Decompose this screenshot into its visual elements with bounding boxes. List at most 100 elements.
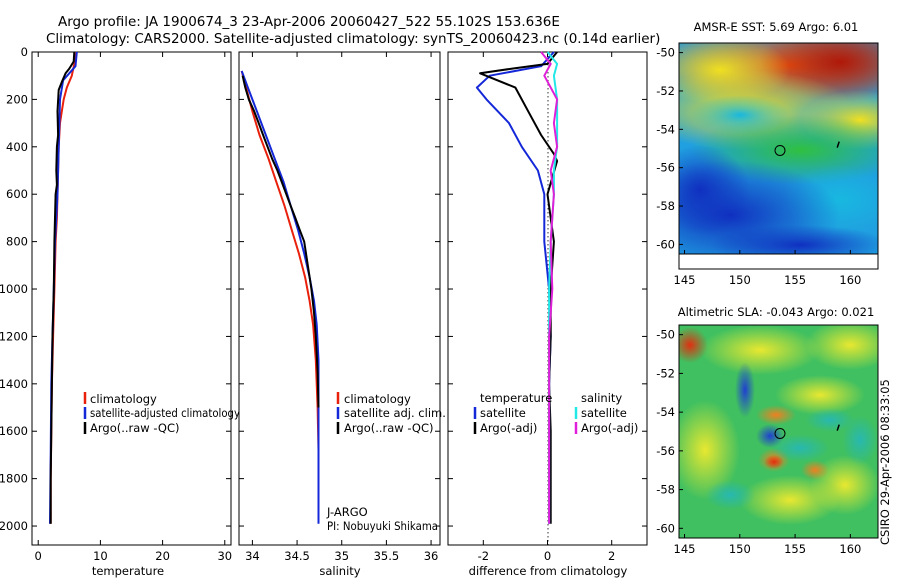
legend-satellite-label: satellite-adjusted climatology xyxy=(90,406,240,420)
map-x-tick-label: 160 xyxy=(839,273,861,287)
difference-axes-box xyxy=(447,51,648,546)
map-y-tick-label: -58 xyxy=(656,199,675,213)
map-y-tick-label: -54 xyxy=(656,122,675,136)
sla-map-title: Altimetric SLA: -0.043 Argo: 0.021 xyxy=(678,305,875,319)
profile-location-marker xyxy=(774,427,786,439)
temperature-axis-label: temperature xyxy=(92,564,164,578)
legend-climatology-label: climatology xyxy=(344,392,411,406)
x-tick-label: 34 xyxy=(245,549,260,563)
temperature-series xyxy=(49,51,78,524)
x-tick-label: 34.5 xyxy=(284,549,310,563)
salinity-axis-label: salinity xyxy=(319,564,360,578)
difference-ticks: -2 0 2 xyxy=(448,51,647,563)
side-timestamp: CSIRO 29-Apr-2006 08:33:05 xyxy=(878,379,892,545)
temperature-panel: 0 10 20 30 0 200 400 600 800 1000 1200 1400 1600 1800… xyxy=(0,45,240,578)
sla-map-panel: Altimetric SLA: -0.043 Argo: 0.021 145 15… xyxy=(656,305,879,556)
x-tick-label: 20 xyxy=(155,549,170,563)
x-tick-label: 35.5 xyxy=(374,549,400,563)
x-tick-label: -2 xyxy=(478,549,489,563)
temperature-axes-box xyxy=(31,51,232,546)
sst-map-ticks: 145 150 155 160 -50 -52 -54 -56 -58 -60 xyxy=(656,46,861,287)
x-tick-label: 30 xyxy=(217,549,232,563)
series-salinity-satellite-line xyxy=(546,51,559,524)
legend-satellite-label: satellite adj. clim. xyxy=(344,406,446,420)
figure-title-line-1: Argo profile: JA 1900674_3 23-Apr-2006 2… xyxy=(58,14,560,30)
difference-axis-label: difference from climatology xyxy=(469,564,628,578)
legend-temp-argo-label: Argo(-adj) xyxy=(480,421,537,435)
sla-map-ticks: 145 150 155 160 -50 -52 -54 -56 -58 -60 xyxy=(656,328,861,556)
map-x-tick-label: 150 xyxy=(729,273,751,287)
map-x-tick-label: 155 xyxy=(784,542,806,556)
map-y-tick-label: -60 xyxy=(656,521,675,535)
y-tick-label: 800 xyxy=(6,235,28,249)
salinity-axes-box xyxy=(238,51,441,546)
sst-heatmap xyxy=(679,43,878,254)
y-tick-label: 2000 xyxy=(0,519,28,533)
y-tick-label: 200 xyxy=(6,92,28,106)
y-tick-label: 1800 xyxy=(0,472,28,486)
sst-map-panel: AMSR-E SST: 5.69 Argo: 6.01 145 150 155 160… xyxy=(656,20,879,287)
series-salinity-argo-adj-line xyxy=(540,51,559,524)
map-y-tick-label: -56 xyxy=(656,444,675,458)
y-tick-label: 400 xyxy=(6,140,28,154)
x-tick-label: 0 xyxy=(35,549,42,563)
sla-map-frame xyxy=(678,324,879,539)
series-climatology-line xyxy=(240,70,320,451)
figure-title-line-2: Climatology: CARS2000. Satellite-adjuste… xyxy=(46,31,660,47)
float-track-marker xyxy=(836,424,840,431)
map-x-tick-label: 145 xyxy=(674,273,696,287)
sst-map-markers xyxy=(774,141,840,156)
sst-map-land-strip xyxy=(678,253,879,270)
legend-temp-satellite-label: satellite xyxy=(480,406,526,420)
sla-map-markers xyxy=(774,424,840,439)
x-tick-label: 2 xyxy=(608,549,615,563)
legend-sal-argo-label: Argo(-adj) xyxy=(581,421,638,435)
y-tick-label: 1400 xyxy=(0,377,28,391)
series-argo-raw-qc-line xyxy=(241,75,320,408)
legend-salinity-heading: salinity xyxy=(581,391,622,405)
legend-argo-label: Argo(..raw -QC) xyxy=(90,421,180,435)
difference-series xyxy=(475,51,559,524)
map-y-tick-label: -58 xyxy=(656,483,675,497)
legend-sal-satellite-label: satellite xyxy=(581,406,627,420)
map-x-tick-label: 155 xyxy=(784,273,806,287)
map-y-tick-label: -60 xyxy=(656,237,675,251)
legend-climatology-label: climatology xyxy=(90,392,157,406)
salinity-panel: 34 34.5 35 35.5 36 salinity climatology sate… xyxy=(238,51,446,578)
salinity-legend: climatology satellite adj. clim. Argo(..… xyxy=(336,392,446,435)
map-y-tick-label: -52 xyxy=(656,84,675,98)
map-y-tick-label: -50 xyxy=(656,46,675,60)
map-y-tick-label: -50 xyxy=(656,328,675,342)
salinity-ticks: 34 34.5 35 35.5 36 xyxy=(239,51,440,563)
x-tick-label: 10 xyxy=(93,549,108,563)
map-y-tick-label: -56 xyxy=(656,161,675,175)
map-x-tick-label: 160 xyxy=(839,542,861,556)
temperature-ticks: 0 10 20 30 0 200 400 600 800 1000 1200 1400 1600 1800… xyxy=(0,45,232,563)
x-tick-label: 36 xyxy=(424,549,439,563)
series-satellite-adj-clim-line xyxy=(240,70,320,524)
map-y-tick-label: -52 xyxy=(656,366,675,380)
map-x-tick-label: 150 xyxy=(729,542,751,556)
sst-map-title: AMSR-E SST: 5.69 Argo: 6.01 xyxy=(694,20,859,34)
float-program-annotation: J-ARGO xyxy=(326,505,368,519)
temperature-legend: climatology satellite-adjusted climatolo… xyxy=(83,392,240,435)
y-tick-label: 1600 xyxy=(0,424,28,438)
y-tick-label: 0 xyxy=(21,45,28,59)
series-argo-raw-qc-line xyxy=(49,51,76,524)
y-tick-label: 1000 xyxy=(0,282,28,296)
profile-location-marker xyxy=(774,144,786,156)
salinity-series xyxy=(240,70,320,524)
x-tick-label: 35 xyxy=(334,549,349,563)
y-tick-label: 1200 xyxy=(0,329,28,343)
pi-annotation: PI: Nobuyuki Shikama xyxy=(327,519,438,533)
x-tick-label: 0 xyxy=(544,549,551,563)
legend-argo-label: Argo(..raw -QC) xyxy=(344,421,434,435)
sla-heatmap xyxy=(679,325,878,538)
map-y-tick-label: -54 xyxy=(656,405,675,419)
difference-panel: -2 0 2 difference from climatology tempera… xyxy=(447,51,648,578)
legend-temperature-heading: temperature xyxy=(480,391,552,405)
difference-legend: temperature satellite Argo(-adj) salinit… xyxy=(473,391,638,435)
y-tick-label: 600 xyxy=(6,187,28,201)
map-x-tick-label: 145 xyxy=(674,542,696,556)
